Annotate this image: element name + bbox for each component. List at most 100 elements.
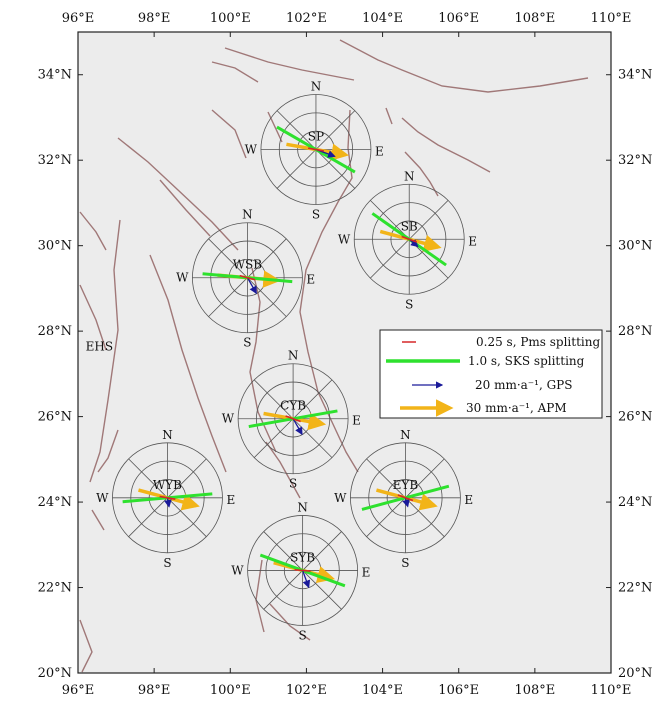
fault-line bbox=[89, 219, 121, 483]
x-tick-label-top: 110°E bbox=[591, 11, 632, 26]
legend-box bbox=[379, 329, 603, 419]
gps-arrow bbox=[302, 570, 311, 589]
pms-bar bbox=[159, 495, 176, 500]
x-tick-label-top: 104°E bbox=[362, 11, 403, 26]
y-tick-label-right: 32°N bbox=[618, 153, 652, 168]
fault-line bbox=[79, 619, 93, 673]
pms-bar bbox=[239, 274, 256, 281]
station-rose-sb: N S W E SB bbox=[338, 169, 477, 311]
rose-spoke bbox=[128, 497, 168, 537]
station-rose-syb: N S W E SYB bbox=[231, 500, 370, 642]
rose-label-e: E bbox=[468, 234, 477, 248]
gps-arrow bbox=[402, 497, 410, 508]
rose-spoke bbox=[167, 458, 207, 499]
rose-label-s: S bbox=[243, 336, 251, 350]
x-tick-label-bottom: 96°E bbox=[62, 683, 95, 698]
gps-arrow bbox=[164, 497, 172, 508]
legend-gps-label: 20 mm·a⁻¹, GPS bbox=[475, 378, 572, 392]
x-tick-label-bottom: 110°E bbox=[591, 683, 632, 698]
pms-bar bbox=[307, 147, 324, 152]
rose-spoke bbox=[263, 570, 303, 610]
rose-spoke bbox=[208, 277, 248, 317]
rose-spoke bbox=[405, 458, 445, 499]
rose-label-n: N bbox=[297, 500, 308, 514]
legend-pms-label: 0.25 s, Pms splitting bbox=[476, 335, 600, 349]
fault-line bbox=[117, 137, 239, 251]
rose-spoke bbox=[302, 531, 342, 571]
station-rose-eyb: N S W E EYB bbox=[334, 428, 473, 570]
y-tick-label-left: 20°N bbox=[38, 666, 72, 681]
rose-label-n: N bbox=[311, 80, 322, 94]
rose-spoke bbox=[366, 497, 406, 537]
y-tick-label-left: 30°N bbox=[38, 239, 72, 254]
rose-label-w: W bbox=[338, 232, 351, 246]
gps-arrow bbox=[292, 418, 303, 436]
y-tick-label-left: 28°N bbox=[38, 324, 72, 339]
rose-spoke bbox=[370, 238, 410, 279]
rose-label-w: W bbox=[231, 563, 244, 577]
y-tick-label-right: 34°N bbox=[618, 68, 652, 83]
map-frame bbox=[77, 31, 612, 674]
rose-label-s: S bbox=[289, 477, 297, 491]
axis-ticks: 96°E 96°E 98°E 98°E 100°E 100°E 102°E 102°E 104°… bbox=[38, 11, 653, 698]
rose-spoke bbox=[263, 531, 303, 571]
x-tick-label-bottom: 104°E bbox=[362, 683, 403, 698]
rose-spoke bbox=[366, 458, 406, 499]
rose-spoke bbox=[315, 149, 356, 189]
x-tick-label-top: 102°E bbox=[286, 11, 327, 26]
y-tick-label-right: 24°N bbox=[618, 495, 652, 510]
legend-sks-label: 1.0 s, SKS splitting bbox=[468, 354, 585, 368]
x-tick-label-top: 108°E bbox=[514, 11, 555, 26]
rose-label-s: S bbox=[405, 297, 413, 311]
x-tick-label-top: 96°E bbox=[62, 11, 95, 26]
rose-label-e: E bbox=[375, 145, 384, 159]
y-tick-label-left: 26°N bbox=[38, 410, 72, 425]
fault-line bbox=[159, 179, 211, 237]
x-tick-label-bottom: 98°E bbox=[138, 683, 171, 698]
y-tick-label-left: 34°N bbox=[38, 68, 72, 83]
station-rose-cyb: N S W E CYB bbox=[222, 349, 361, 491]
station-name: CYB bbox=[280, 399, 306, 413]
rose-spoke bbox=[247, 277, 287, 317]
station-rose-wyb: N S W E WYB bbox=[96, 428, 235, 570]
rose-label-n: N bbox=[404, 169, 415, 183]
rose-label-e: E bbox=[362, 565, 371, 579]
rose-label-e: E bbox=[306, 273, 315, 287]
pms-bar bbox=[294, 568, 311, 572]
rose-spoke bbox=[253, 418, 294, 458]
rose-spoke bbox=[370, 200, 410, 240]
rose-spoke bbox=[302, 570, 342, 610]
rose-label-n: N bbox=[162, 428, 173, 442]
y-tick-label-right: 20°N bbox=[618, 666, 652, 681]
station-rose-wsb: N S W E WSB bbox=[176, 208, 315, 350]
rose-spoke bbox=[408, 200, 449, 240]
rose-label-e: E bbox=[464, 493, 473, 507]
rose-label-w: W bbox=[176, 271, 189, 285]
rose-spoke bbox=[315, 110, 356, 150]
y-tick-label-right: 30°N bbox=[618, 239, 652, 254]
rose-spoke bbox=[405, 497, 445, 537]
fault-line bbox=[401, 117, 491, 173]
station-rose-sp: N S W E SP bbox=[245, 80, 384, 222]
rose-spoke bbox=[128, 458, 168, 499]
x-tick-label-top: 100°E bbox=[210, 11, 251, 26]
fault-line bbox=[91, 509, 105, 531]
rose-label-s: S bbox=[401, 556, 409, 570]
station-name: WSB bbox=[233, 258, 263, 272]
station-name: SP bbox=[308, 130, 324, 144]
station-name: SYB bbox=[290, 550, 315, 564]
fault-line bbox=[79, 211, 107, 251]
fault-line bbox=[149, 254, 227, 473]
fault-line bbox=[299, 109, 359, 473]
legend: 0.25 s, Pms splitting 1.0 s, SKS splitti… bbox=[379, 329, 603, 419]
y-tick-label-left: 22°N bbox=[38, 581, 72, 596]
station-name: SB bbox=[401, 219, 418, 233]
rose-spoke bbox=[167, 497, 207, 537]
fault-line bbox=[211, 109, 247, 159]
fault-line bbox=[211, 61, 259, 83]
fault-line bbox=[265, 441, 301, 499]
rose-label-s: S bbox=[163, 556, 171, 570]
rose-label-w: W bbox=[334, 491, 347, 505]
x-tick-label-top: 106°E bbox=[438, 11, 479, 26]
region-label-ehs: EHS bbox=[86, 339, 113, 353]
